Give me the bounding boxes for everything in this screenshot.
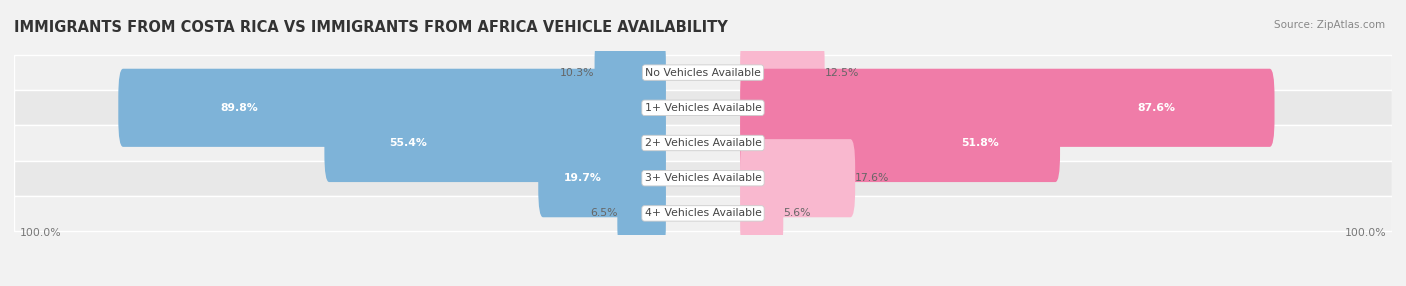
Text: IMMIGRANTS FROM COSTA RICA VS IMMIGRANTS FROM AFRICA VEHICLE AVAILABILITY: IMMIGRANTS FROM COSTA RICA VS IMMIGRANTS… [14, 20, 728, 35]
Text: 2+ Vehicles Available: 2+ Vehicles Available [644, 138, 762, 148]
FancyBboxPatch shape [14, 161, 1392, 196]
FancyBboxPatch shape [538, 139, 666, 217]
Text: 100.0%: 100.0% [1344, 228, 1386, 238]
Text: 4+ Vehicles Available: 4+ Vehicles Available [644, 208, 762, 219]
Text: 12.5%: 12.5% [824, 67, 859, 78]
Text: 89.8%: 89.8% [219, 103, 257, 113]
FancyBboxPatch shape [118, 69, 666, 147]
FancyBboxPatch shape [740, 33, 824, 112]
Text: 17.6%: 17.6% [855, 173, 890, 183]
Text: No Vehicles Available: No Vehicles Available [645, 67, 761, 78]
FancyBboxPatch shape [595, 33, 666, 112]
FancyBboxPatch shape [14, 125, 1392, 161]
Text: Source: ZipAtlas.com: Source: ZipAtlas.com [1274, 20, 1385, 30]
Text: 19.7%: 19.7% [564, 173, 602, 183]
Text: 1+ Vehicles Available: 1+ Vehicles Available [644, 103, 762, 113]
FancyBboxPatch shape [14, 196, 1392, 231]
Text: 55.4%: 55.4% [389, 138, 427, 148]
FancyBboxPatch shape [740, 69, 1274, 147]
Text: 87.6%: 87.6% [1137, 103, 1175, 113]
FancyBboxPatch shape [325, 104, 666, 182]
FancyBboxPatch shape [740, 139, 855, 217]
Text: 100.0%: 100.0% [20, 228, 62, 238]
Text: 6.5%: 6.5% [591, 208, 617, 219]
FancyBboxPatch shape [14, 55, 1392, 90]
FancyBboxPatch shape [617, 174, 666, 253]
FancyBboxPatch shape [740, 104, 1060, 182]
FancyBboxPatch shape [14, 90, 1392, 125]
Text: 5.6%: 5.6% [783, 208, 811, 219]
Text: 51.8%: 51.8% [962, 138, 1000, 148]
Text: 10.3%: 10.3% [560, 67, 595, 78]
FancyBboxPatch shape [740, 174, 783, 253]
Text: 3+ Vehicles Available: 3+ Vehicles Available [644, 173, 762, 183]
